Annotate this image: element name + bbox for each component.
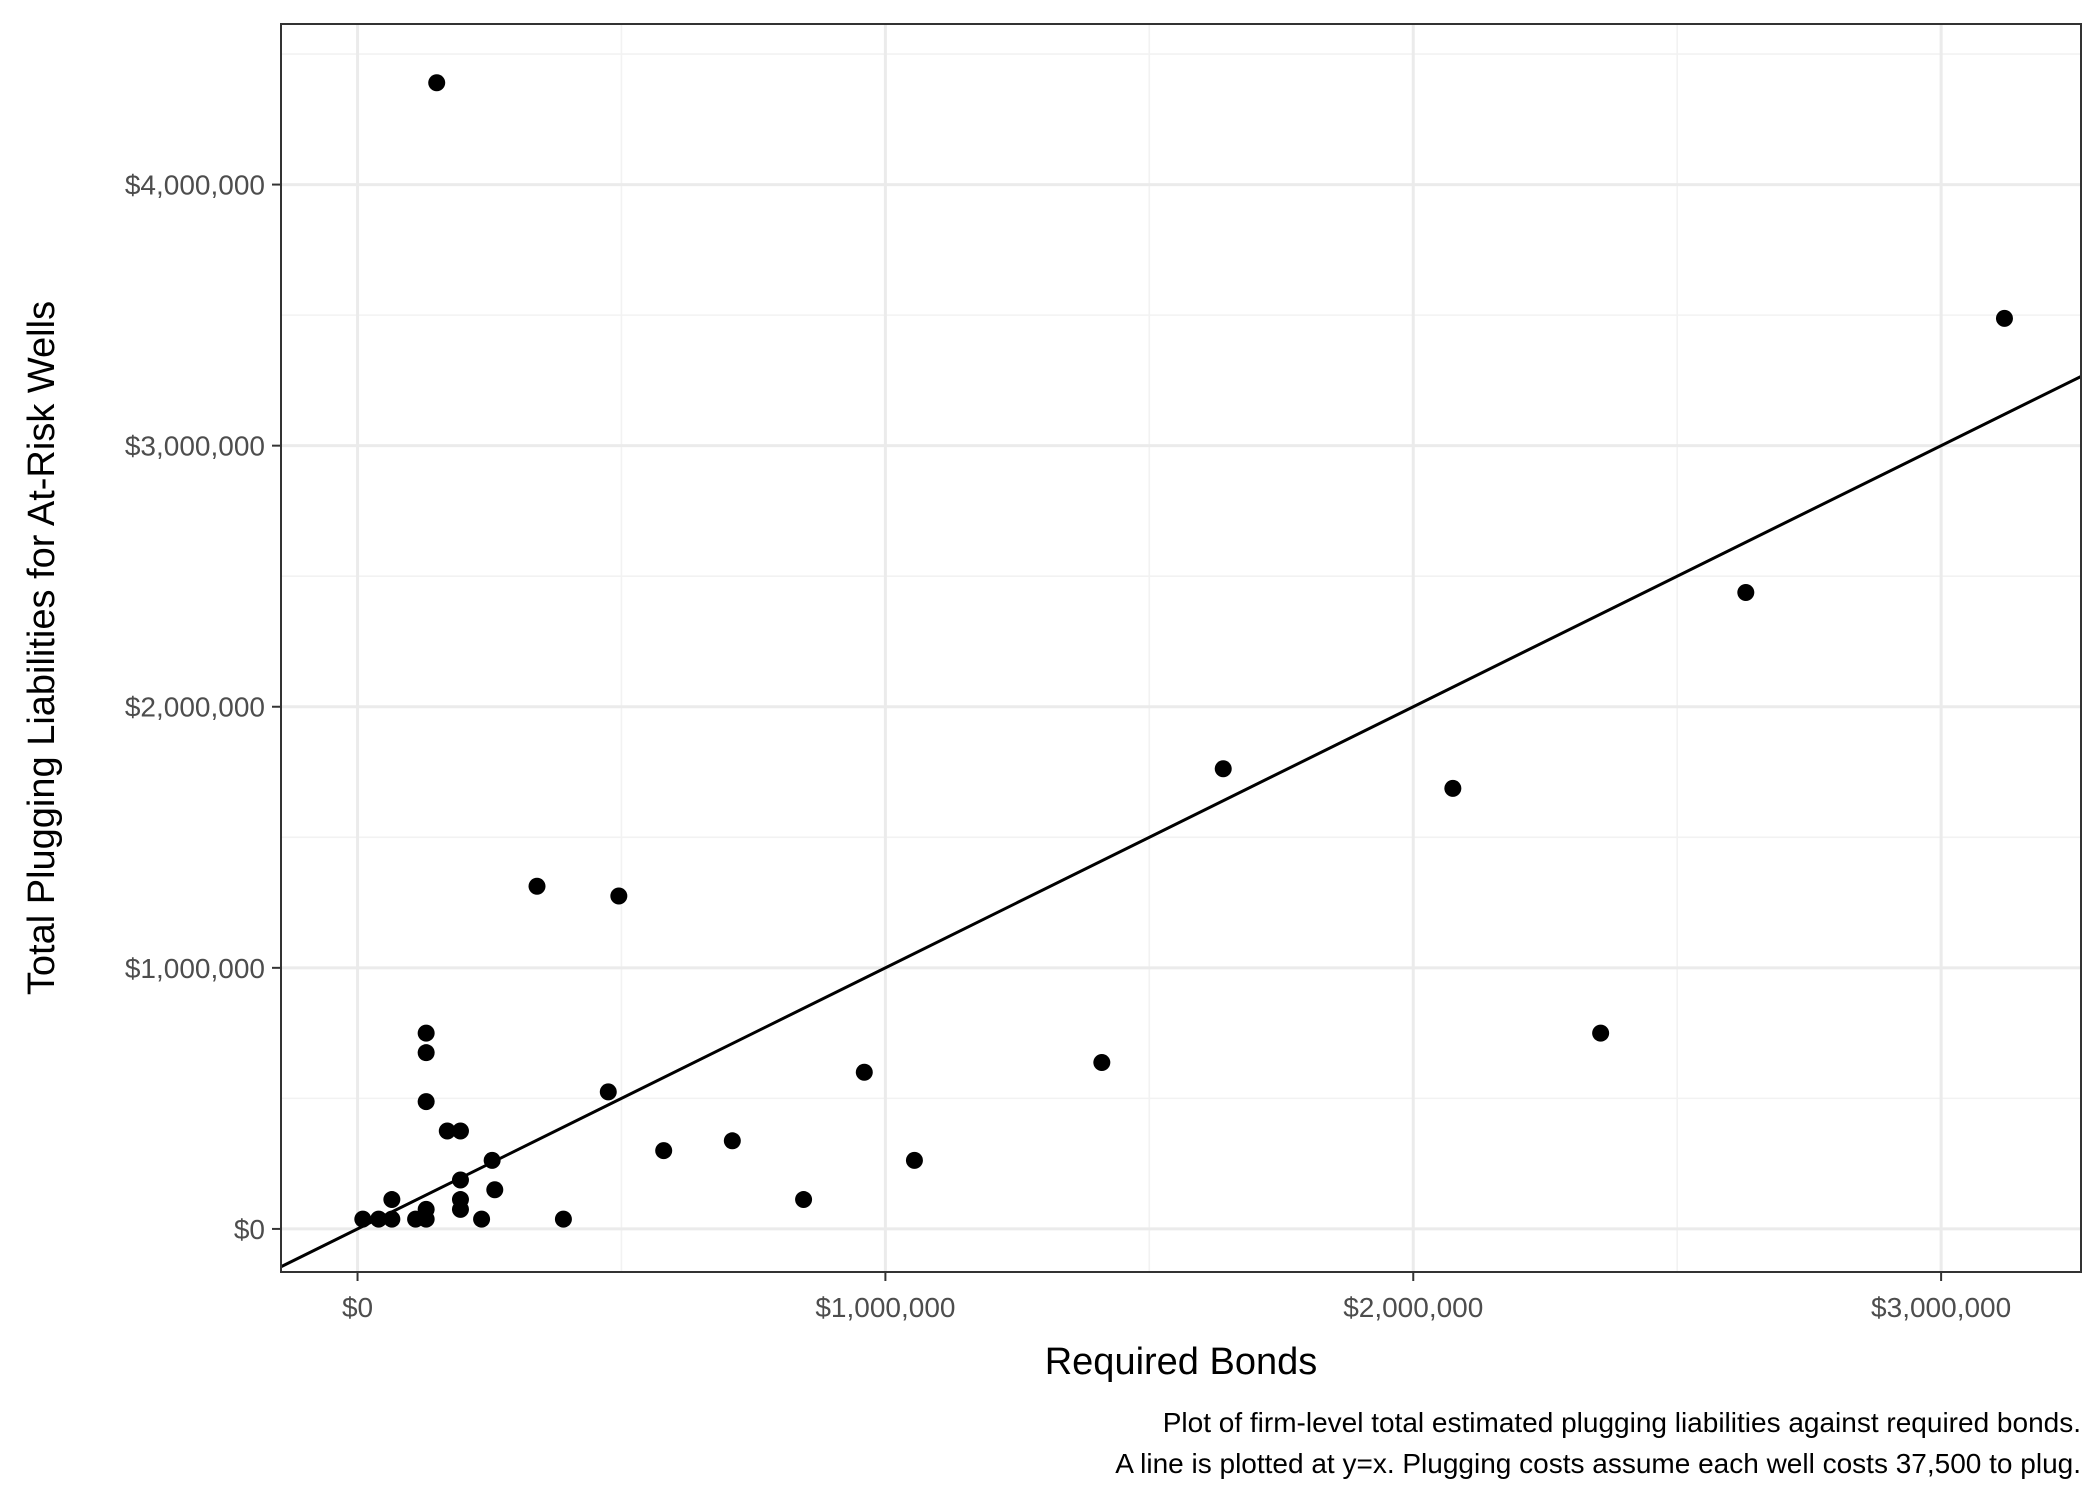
data-point: [1214, 760, 1232, 778]
data-point: [483, 1151, 501, 1169]
y-tick-label: $0: [234, 1214, 265, 1245]
data-point: [655, 1142, 673, 1160]
x-tick-label: $1,000,000: [815, 1292, 955, 1323]
data-point: [438, 1122, 456, 1140]
data-point: [905, 1151, 923, 1169]
data-point: [723, 1132, 741, 1150]
caption-line-1: Plot of firm-level total estimated plugg…: [1163, 1407, 2081, 1438]
data-point: [354, 1210, 372, 1228]
data-point: [417, 1200, 435, 1218]
reference-line-y-equals-x: [280, 375, 2082, 1269]
data-point: [1093, 1053, 1111, 1071]
data-point: [610, 887, 628, 905]
data-point: [1737, 584, 1755, 602]
data-point: [417, 1044, 435, 1062]
data-point: [528, 877, 546, 895]
data-point: [1444, 779, 1462, 797]
data-point: [383, 1210, 401, 1228]
x-tick-label: $3,000,000: [1871, 1292, 2011, 1323]
data-point: [451, 1122, 469, 1140]
x-tick-label: $0: [342, 1292, 373, 1323]
plot-panel-border: [280, 23, 2082, 1273]
data-point: [451, 1200, 469, 1218]
plot-panel: [281, 24, 2081, 1272]
data-point: [599, 1083, 617, 1101]
major-gridlines: [281, 24, 2081, 1272]
y-tick-label: $2,000,000: [125, 692, 265, 723]
data-point: [486, 1181, 504, 1199]
y-tick-label: $3,000,000: [125, 431, 265, 462]
data-point: [383, 1191, 401, 1209]
data-point: [417, 1093, 435, 1111]
data-point: [451, 1171, 469, 1189]
data-point: [554, 1210, 572, 1228]
x-axis-title: Required Bonds: [1045, 1341, 1318, 1383]
data-point: [370, 1210, 388, 1228]
data-point: [1592, 1024, 1610, 1042]
minor-gridlines: [281, 24, 2081, 1272]
data-points: [354, 74, 2013, 1228]
y-tick-label: $4,000,000: [125, 170, 265, 201]
data-point: [473, 1210, 491, 1228]
data-point: [795, 1191, 813, 1209]
data-point: [428, 74, 446, 92]
x-axis-ticks: $0 $1,000,000 $2,000,000 $3,000,000: [342, 1272, 2011, 1323]
caption-line-2: A line is plotted at y=x. Plugging costs…: [1115, 1448, 2081, 1479]
y-axis-ticks: $0 $1,000,000 $2,000,000 $3,000,000 $4,000,0…: [125, 170, 281, 1245]
data-point: [1995, 309, 2013, 327]
y-tick-label: $1,000,000: [125, 953, 265, 984]
data-point: [855, 1063, 873, 1081]
y-axis-title: Total Plugging Liabilities for At-Risk W…: [21, 301, 63, 995]
data-point: [417, 1024, 435, 1042]
x-tick-label: $2,000,000: [1343, 1292, 1483, 1323]
